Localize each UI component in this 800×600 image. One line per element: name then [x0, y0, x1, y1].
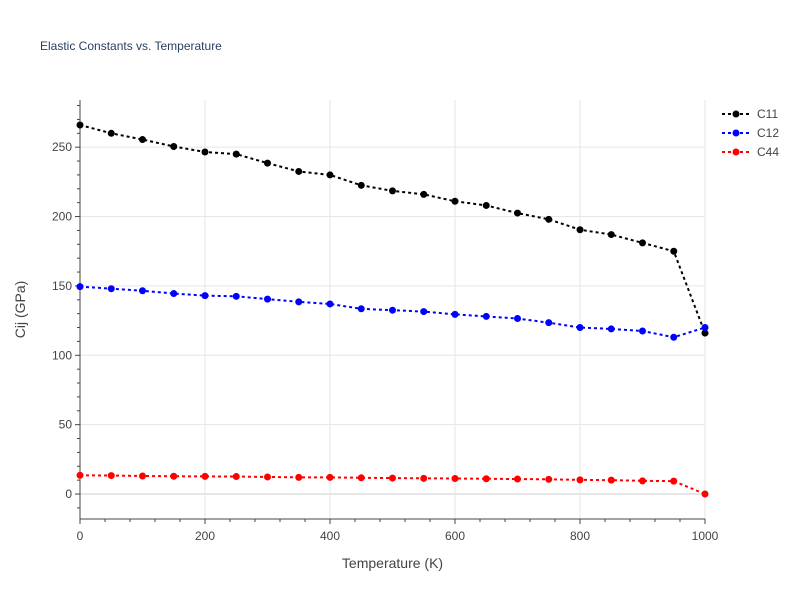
data-point-c44 — [389, 474, 396, 482]
series-line-c11 — [79, 124, 706, 334]
data-point-c11 — [514, 209, 521, 217]
data-point-c44 — [451, 474, 459, 482]
x-tick-label: 1000 — [692, 529, 719, 543]
x-tick-label: 200 — [195, 529, 215, 543]
data-point-c44 — [545, 475, 553, 483]
data-point-c11 — [139, 136, 146, 144]
data-point-c44 — [576, 476, 584, 484]
x-tick-label: 400 — [320, 529, 340, 543]
data-point-c44 — [232, 473, 240, 481]
axes — [75, 100, 706, 524]
data-point-c11 — [701, 329, 709, 337]
data-point-c12 — [451, 310, 459, 318]
data-point-c12 — [514, 315, 521, 323]
legend-item-c44[interactable]: C44 — [722, 145, 779, 159]
data-point-c11 — [607, 231, 615, 239]
data-point-c11 — [76, 121, 84, 129]
grid — [80, 100, 706, 519]
data-point-c11 — [232, 150, 240, 158]
data-point-c12 — [670, 333, 678, 341]
data-point-c44 — [701, 490, 709, 498]
x-axis-title: Temperature (K) — [342, 555, 443, 571]
data-point-c11 — [639, 239, 646, 247]
data-point-c11 — [451, 197, 459, 205]
data-point-c11 — [670, 247, 678, 255]
data-point-c12 — [326, 300, 334, 308]
y-tick-label: 150 — [52, 279, 72, 293]
data-point-c11 — [389, 187, 396, 195]
data-point-c12 — [576, 324, 584, 332]
legend-label: C12 — [757, 126, 779, 140]
data-point-c12 — [107, 285, 115, 293]
data-point-c44 — [420, 474, 428, 482]
data-point-c44 — [670, 477, 678, 485]
data-point-c12 — [357, 305, 365, 313]
y-tick-label: 100 — [52, 348, 72, 362]
data-point-c44 — [107, 472, 115, 480]
data-point-c44 — [76, 471, 84, 479]
y-axis-title: Cij (GPa) — [12, 281, 28, 339]
chart-title: Elastic Constants vs. Temperature — [40, 39, 222, 53]
data-point-c12 — [295, 298, 303, 306]
data-point-c11 — [420, 190, 428, 198]
data-point-c11 — [357, 181, 365, 189]
data-point-c11 — [201, 148, 209, 156]
data-point-c11 — [170, 142, 178, 150]
legend-label: C44 — [757, 145, 779, 159]
data-point-c12 — [701, 324, 709, 332]
data-point-c44 — [482, 475, 490, 483]
legend-item-c12[interactable]: C12 — [722, 126, 779, 140]
data-point-c11 — [482, 201, 490, 209]
y-tick-label: 250 — [52, 140, 72, 154]
data-point-c12 — [232, 292, 240, 300]
data-point-c12 — [607, 325, 615, 333]
data-point-c11 — [295, 167, 303, 175]
data-point-c44 — [139, 472, 146, 480]
data-point-c12 — [76, 283, 84, 291]
data-point-c11 — [576, 226, 584, 234]
data-point-c44 — [607, 476, 615, 484]
data-point-c44 — [639, 477, 646, 485]
legend[interactable]: C11 C12 C44 — [722, 107, 779, 159]
data-point-c44 — [201, 472, 209, 480]
x-tick-label: 0 — [77, 529, 84, 543]
y-tick-label: 0 — [65, 487, 72, 501]
data-point-c11 — [107, 129, 115, 137]
data-point-c11 — [264, 159, 271, 167]
data-point-c44 — [170, 472, 178, 480]
data-point-c11 — [545, 215, 553, 223]
legend-swatch-marker — [732, 110, 740, 118]
data-point-c12 — [545, 319, 553, 327]
data-point-c12 — [264, 295, 271, 303]
data-point-c12 — [389, 306, 396, 314]
series-layer — [76, 121, 709, 498]
x-tick-label: 800 — [570, 529, 590, 543]
data-point-c44 — [326, 473, 334, 481]
tick-labels: 0 200 400 600 800 1000 0 50 100 150 200 250 — [52, 140, 719, 543]
data-point-c44 — [514, 475, 521, 483]
data-point-c11 — [326, 171, 334, 179]
data-point-c44 — [357, 474, 365, 482]
legend-item-c11[interactable]: C11 — [722, 107, 778, 121]
data-point-c12 — [482, 312, 490, 320]
data-point-c44 — [295, 473, 303, 481]
data-point-c44 — [264, 473, 271, 481]
legend-swatch-marker — [732, 148, 740, 156]
y-tick-label: 50 — [59, 418, 73, 432]
data-point-c12 — [420, 308, 428, 316]
data-point-c12 — [639, 327, 646, 335]
data-point-c12 — [201, 292, 209, 300]
data-point-c12 — [170, 290, 178, 298]
x-tick-label: 600 — [445, 529, 465, 543]
legend-swatch-marker — [732, 129, 740, 137]
legend-label: C11 — [757, 107, 778, 121]
y-tick-label: 200 — [52, 210, 72, 224]
data-point-c12 — [139, 287, 146, 295]
